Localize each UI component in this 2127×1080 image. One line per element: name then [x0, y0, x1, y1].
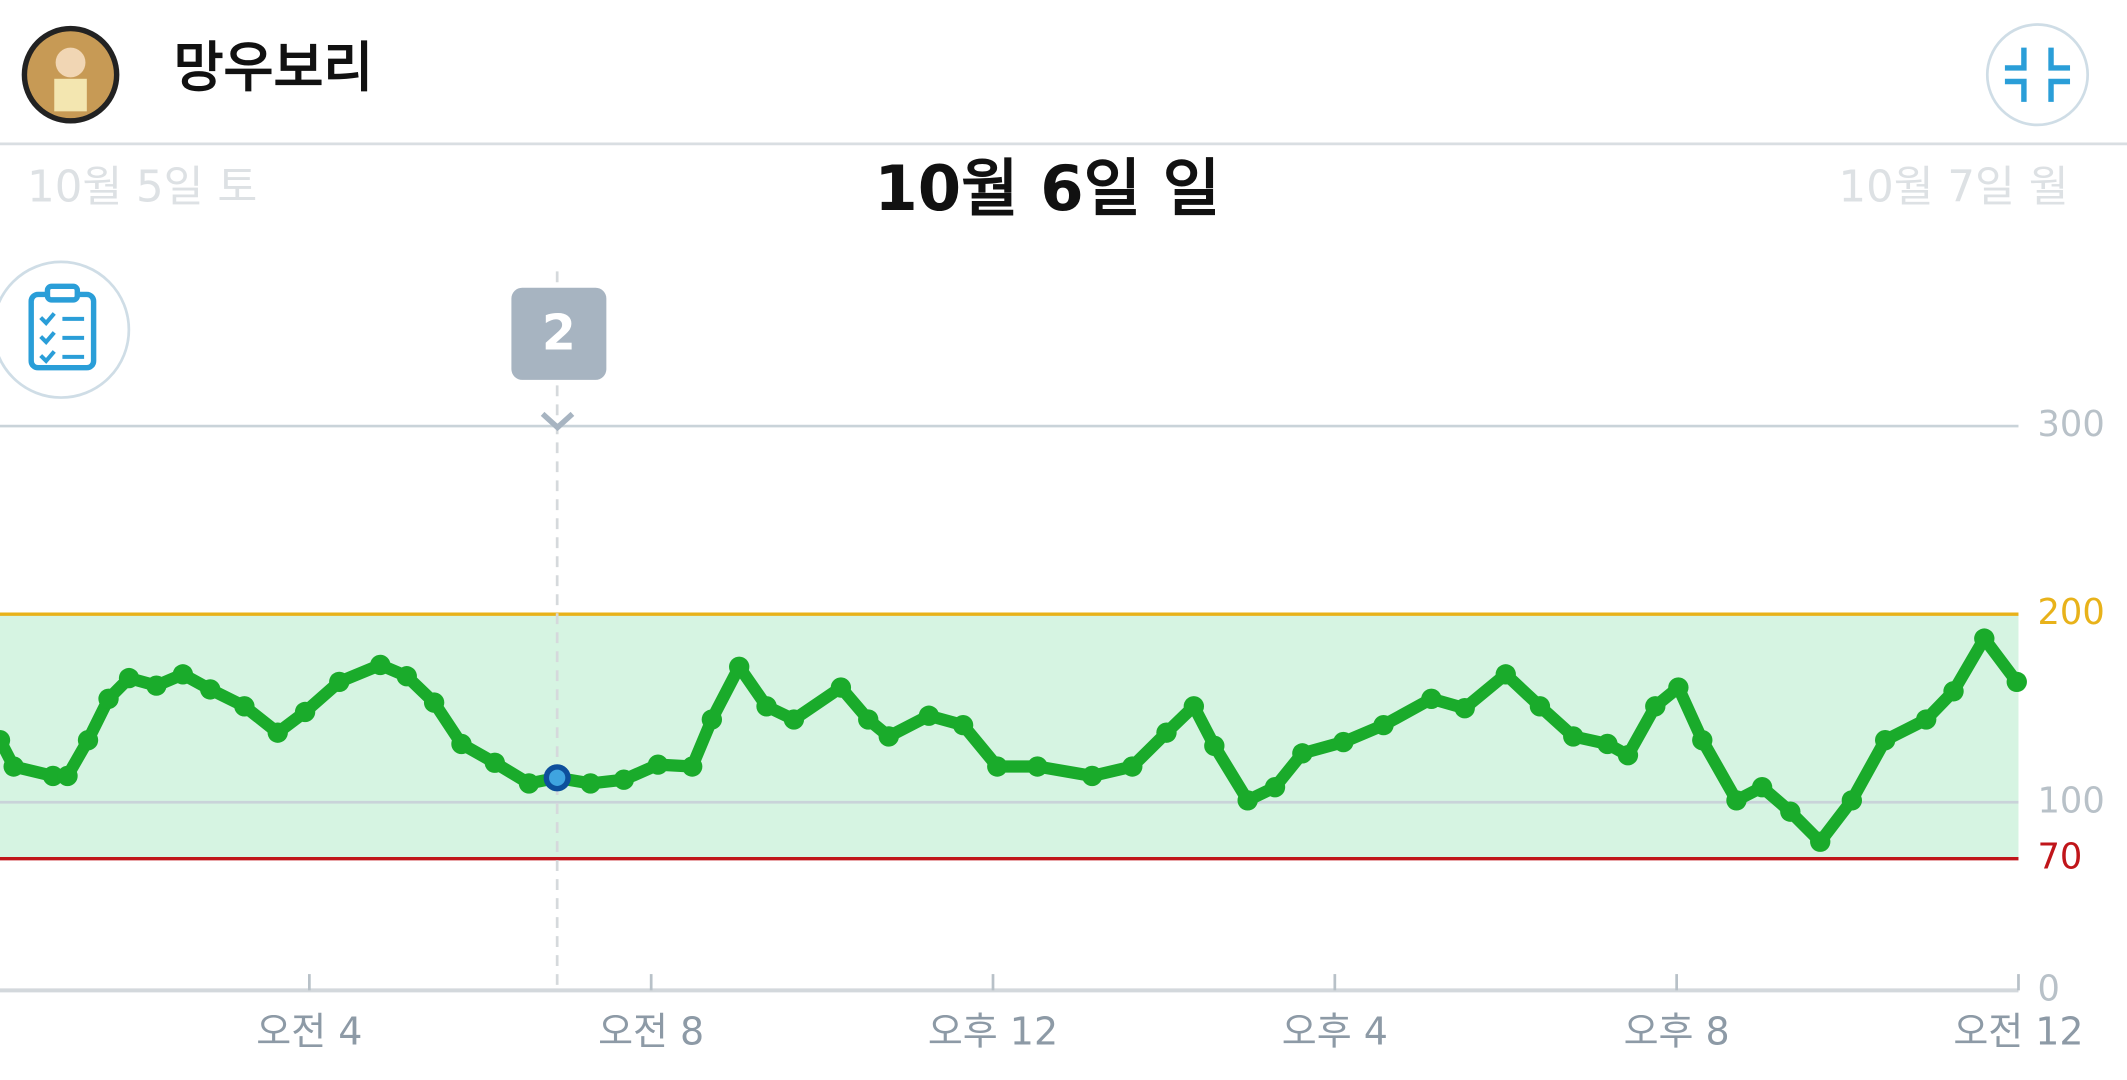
data-point: [701, 709, 723, 730]
x-tick-label: 오전 4: [256, 1009, 362, 1053]
data-point: [1943, 681, 1964, 702]
data-point: [647, 754, 669, 775]
event-marker[interactable]: 2: [511, 287, 607, 432]
data-point: [1563, 726, 1584, 747]
data-point: [294, 701, 316, 723]
data-point: [858, 709, 879, 730]
data-point: [1780, 801, 1801, 822]
data-point: [172, 664, 194, 685]
target-range: [0, 614, 2019, 859]
data-point: [1081, 765, 1103, 787]
data-point: [1122, 756, 1143, 777]
plot: 0 100 300 70 200 오전 4 오전 8 오후 12 오후 4 오후 8 오전 12: [0, 271, 2105, 1053]
threshold-label: 70: [2037, 837, 2082, 878]
data-point: [518, 773, 540, 794]
data-point: [613, 769, 635, 790]
data-point: [1454, 698, 1475, 719]
data-point: [484, 752, 505, 773]
current-day: 10월 6일 일: [874, 152, 1220, 225]
avatar[interactable]: [21, 25, 120, 124]
data-point: [1027, 756, 1048, 777]
y-tick-label: 300: [2037, 404, 2104, 445]
data-point: [329, 671, 350, 693]
data-point: [1916, 709, 1937, 730]
next-day[interactable]: 10월 7일 월: [1838, 163, 2068, 213]
data-point: [682, 756, 703, 777]
data-point: [1264, 777, 1286, 798]
data-point: [234, 696, 255, 717]
data-point: [118, 667, 140, 689]
data-point: [1237, 790, 1258, 811]
y-tick-label: 100: [2037, 780, 2104, 821]
data-point: [1529, 696, 1551, 717]
collapse-button[interactable]: [1985, 23, 2090, 127]
data-point: [451, 733, 472, 755]
data-point: [200, 679, 221, 700]
data-point: [98, 688, 119, 709]
data-point: [1974, 628, 1995, 649]
data-point: [370, 654, 391, 676]
x-tick-label: 오후 4: [1282, 1009, 1388, 1053]
data-point: [1597, 733, 1618, 755]
data-point: [1751, 777, 1773, 798]
data-point: [1645, 696, 1666, 717]
data-point: [729, 656, 750, 677]
data-point: [1841, 790, 1863, 811]
data-point: [580, 773, 601, 794]
data-point: [0, 730, 11, 751]
data-point: [830, 677, 852, 698]
data-point: [396, 666, 417, 687]
username: 망우보리: [174, 36, 374, 99]
data-point: [57, 765, 78, 787]
x-tick-label: 오전 8: [598, 1009, 704, 1053]
data-point: [1333, 731, 1354, 753]
data-point: [1810, 831, 1831, 852]
data-point: [2006, 671, 2027, 693]
data-point: [1874, 730, 1896, 751]
data-point: [1726, 790, 1747, 811]
x-tick-label: 오후 8: [1624, 1009, 1730, 1053]
data-point: [1668, 677, 1689, 698]
x-tick-label: 오전 12: [1953, 1009, 2083, 1053]
event-marker-label: 2: [542, 305, 576, 362]
data-point: [1421, 688, 1442, 709]
data-point: [267, 722, 288, 743]
data-point: [1373, 714, 1394, 736]
data-point: [1183, 696, 1204, 717]
data-point: [1692, 730, 1713, 751]
data-point: [1156, 722, 1177, 743]
data-point: [987, 756, 1008, 777]
data-point: [1617, 745, 1639, 766]
data-point: [77, 730, 99, 751]
data-point: [146, 675, 167, 696]
y-tick-label: 0: [2037, 968, 2059, 1009]
log-button[interactable]: [0, 260, 131, 399]
data-point: [952, 714, 974, 736]
prev-day[interactable]: 10월 5일 토: [27, 163, 257, 213]
data-point: [918, 705, 940, 726]
data-point: [42, 765, 64, 787]
x-tick-label: 오후 12: [928, 1009, 1058, 1053]
data-point: [756, 696, 777, 717]
data-point: [1292, 743, 1313, 764]
data-point: [878, 726, 899, 747]
data-point: [423, 692, 445, 713]
data-point: [783, 709, 805, 730]
threshold-label: 200: [2037, 592, 2104, 633]
selected-point: [543, 764, 571, 792]
data-point: [1204, 735, 1225, 757]
data-point: [3, 756, 24, 777]
data-point: [1495, 664, 1516, 685]
